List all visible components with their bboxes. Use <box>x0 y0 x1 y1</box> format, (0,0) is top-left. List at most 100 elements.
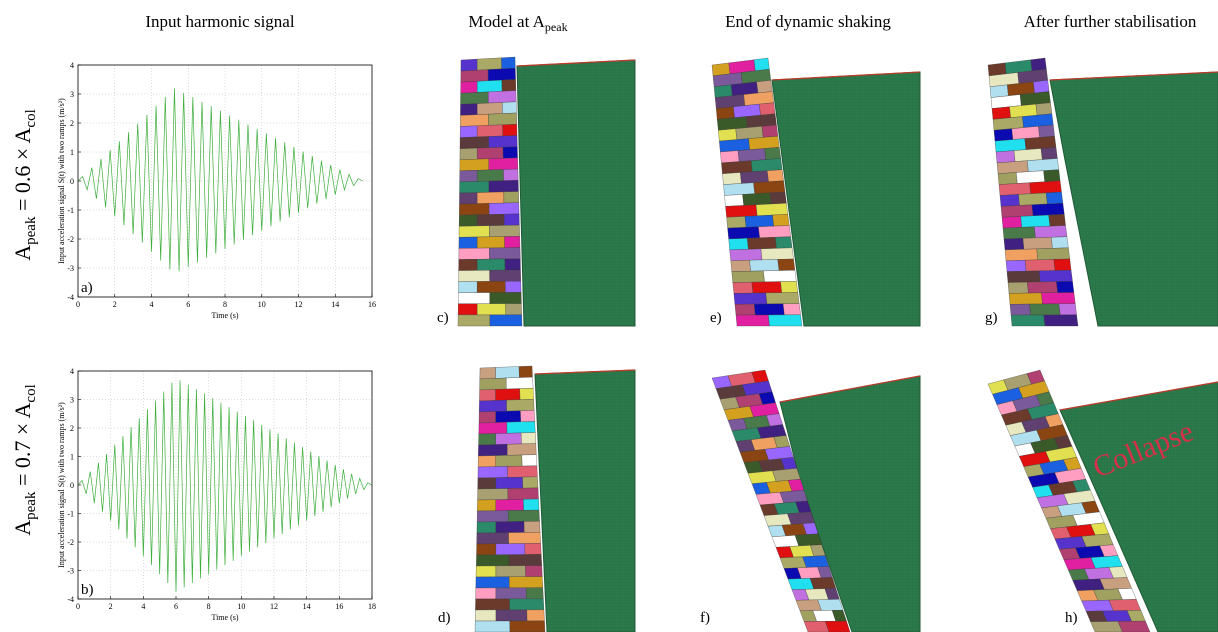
brick <box>756 203 788 216</box>
brick <box>521 433 536 444</box>
brick <box>756 492 784 505</box>
brick <box>767 170 783 182</box>
brick <box>1007 271 1040 283</box>
brick <box>477 511 508 523</box>
brick <box>781 281 798 292</box>
brick <box>478 489 509 501</box>
x-axis-label: Time (s) <box>211 613 238 622</box>
brick <box>712 63 730 76</box>
brick <box>488 68 515 81</box>
brick <box>1038 125 1054 137</box>
brick <box>1064 558 1096 570</box>
backfill <box>517 60 635 326</box>
brick <box>994 129 1013 141</box>
brick <box>1073 579 1105 591</box>
brick <box>1030 181 1062 194</box>
brick <box>743 193 772 206</box>
brick <box>507 399 535 411</box>
brick <box>475 599 509 610</box>
brick <box>477 125 503 137</box>
brick <box>766 293 799 305</box>
brick <box>1006 260 1026 271</box>
brick <box>496 521 525 532</box>
x-tick-label: 4 <box>141 602 145 611</box>
brick <box>757 80 773 93</box>
brick <box>510 621 545 632</box>
brick <box>780 490 808 503</box>
brick <box>1032 203 1064 216</box>
title-subscript: peak <box>545 20 568 34</box>
brick <box>796 600 822 611</box>
brick <box>772 535 799 547</box>
chart: -4-3-2-1012340246810121416Time (s)Input … <box>57 61 376 320</box>
brick <box>1039 270 1072 282</box>
brick <box>751 159 782 172</box>
brick <box>752 282 782 294</box>
brick <box>1027 282 1057 294</box>
brick <box>477 237 505 249</box>
y-tick-label: 4 <box>70 61 74 70</box>
brick <box>524 521 540 532</box>
brick <box>496 433 522 445</box>
x-tick-label: 12 <box>270 602 278 611</box>
brick <box>1004 238 1024 250</box>
y-tick-label: 0 <box>70 481 74 490</box>
row-label-part: = 0.6 × A <box>10 127 35 216</box>
brick <box>718 129 737 141</box>
brick <box>527 610 545 621</box>
brick <box>459 203 489 215</box>
y-tick-label: -4 <box>67 595 74 604</box>
title-text: Model at A <box>468 12 545 31</box>
brick <box>988 63 1006 76</box>
brick <box>1103 611 1132 622</box>
x-tick-label: 2 <box>109 602 113 611</box>
panel-label: d) <box>438 610 451 626</box>
brick <box>520 388 534 400</box>
x-tick-label: 0 <box>76 300 80 309</box>
brick <box>478 478 496 489</box>
brick <box>461 81 478 93</box>
brick <box>726 205 758 218</box>
y-tick-label: 0 <box>70 177 74 186</box>
brick <box>720 151 739 163</box>
brick <box>738 149 766 162</box>
brick <box>460 126 477 138</box>
brick <box>522 455 537 466</box>
brick <box>509 532 541 543</box>
page: Input harmonic signal Model at Apeak End… <box>0 0 1218 632</box>
x-tick-label: 10 <box>237 602 245 611</box>
brick <box>1056 281 1074 292</box>
brick <box>818 599 843 610</box>
brick <box>523 477 539 488</box>
brick <box>496 499 524 510</box>
brick <box>1021 215 1050 227</box>
brick <box>729 238 749 250</box>
brick <box>797 567 821 579</box>
brick <box>496 389 520 401</box>
y-tick-label: 2 <box>70 424 74 433</box>
brick <box>758 226 790 238</box>
brick <box>1019 193 1048 206</box>
brick <box>1023 237 1053 249</box>
brick <box>825 621 850 632</box>
brick <box>1001 205 1033 218</box>
brick <box>523 499 539 510</box>
brick <box>506 304 522 315</box>
brick <box>460 181 490 193</box>
brick <box>478 466 508 478</box>
brick <box>1041 293 1075 305</box>
brick <box>1082 600 1114 611</box>
brick <box>503 147 518 159</box>
brick <box>1118 621 1150 632</box>
chart: -4-3-2-101234024681012141618Time (s)Inpu… <box>57 367 376 622</box>
x-tick-label: 16 <box>335 602 343 611</box>
brick <box>740 171 768 184</box>
brick <box>1091 621 1123 632</box>
brick <box>716 107 734 120</box>
brick <box>770 192 787 204</box>
brick <box>1091 556 1123 569</box>
brick <box>526 588 543 599</box>
brick <box>488 113 516 125</box>
brick <box>1003 227 1036 239</box>
brick <box>489 203 519 215</box>
